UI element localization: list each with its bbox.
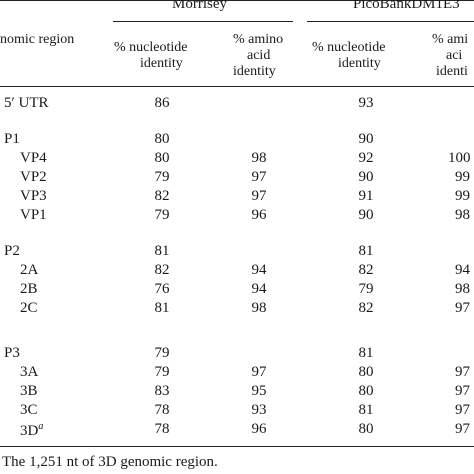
picobank-nt-cell: 90 [358,131,374,147]
picobank-nt-cell: 93 [358,95,374,111]
region-cell: 3B [20,383,38,399]
morrisey-aa-header-line3: identity [233,64,276,79]
picobank-aa-cell: 100 [448,150,471,166]
region-cell: 3C [20,402,38,418]
morrisey-aa-cell: 94 [251,262,267,278]
group-rule-morrisey [113,21,293,22]
region-cell: VP3 [20,188,47,204]
table-footnote: The 1,251 nt of 3D genomic region. [2,454,218,470]
picobank-nt-header-line2: identity [338,56,381,71]
region-cell: 2C [20,300,38,316]
picobank-nt-cell: 82 [358,262,374,278]
top-rule [0,0,474,1]
picobank-aa-cell: 98 [455,281,470,297]
region-cell: VP4 [20,150,47,166]
picobank-aa-cell: 97 [455,421,470,437]
group-header-morrisey: Morrisey [172,0,227,12]
picobank-nt-cell: 79 [358,281,374,297]
morrisey-aa-cell: 97 [251,188,267,204]
morrisey-nt-cell: 80 [154,150,170,166]
picobank-aa-cell: 97 [455,402,470,418]
picobank-nt-header-line1: % nucleotide [312,40,386,55]
morrisey-aa-cell: 98 [251,150,267,166]
picobank-nt-cell: 91 [358,188,374,204]
picobank-aa-cell: 98 [455,207,470,223]
morrisey-nt-cell: 81 [154,300,170,316]
picobank-nt-cell: 92 [358,150,374,166]
morrisey-aa-header-line1: % amino [233,32,284,47]
region-column-header: nomic region [0,32,75,47]
morrisey-aa-cell: 96 [251,421,267,437]
morrisey-aa-header-line2: acid [247,48,271,63]
picobank-aa-header-line1: % ami [432,32,469,47]
picobank-nt-cell: 80 [358,421,374,437]
morrisey-nt-cell: 82 [154,188,170,204]
region-cell: P2 [4,243,20,259]
region-cell: VP2 [20,169,47,185]
group-header-picobank: PicoBankDM1E3 [353,0,460,12]
picobank-aa-cell: 99 [455,169,470,185]
region-cell: 3A [20,364,39,380]
morrisey-nt-cell: 79 [154,345,170,361]
morrisey-aa-cell: 97 [251,169,267,185]
picobank-nt-cell: 80 [358,383,374,399]
morrisey-nt-cell: 82 [154,262,170,278]
morrisey-nt-cell: 79 [154,207,170,223]
picobank-aa-header-line2: aci [446,48,463,63]
picobank-aa-header-line3: identi [436,64,468,79]
morrisey-nt-cell: 83 [154,383,170,399]
region-cell: 2B [20,281,38,297]
region-cell: P3 [4,345,20,361]
picobank-nt-cell: 80 [358,364,374,380]
morrisey-nt-cell: 81 [154,243,170,259]
group-rule-picobank [307,21,474,22]
morrisey-aa-cell: 95 [251,383,267,399]
picobank-nt-cell: 81 [358,243,374,259]
region-cell-text: 3D [20,423,39,439]
morrisey-aa-cell: 94 [251,281,267,297]
morrisey-aa-cell: 93 [251,402,267,418]
region-cell: VP1 [20,207,47,223]
morrisey-nt-header-line1: % nucleotide [114,40,188,55]
morrisey-nt-cell: 79 [154,169,170,185]
morrisey-nt-cell: 78 [154,421,170,437]
picobank-aa-cell: 94 [455,262,470,278]
morrisey-nt-cell: 80 [154,131,170,147]
picobank-nt-cell: 82 [358,300,374,316]
region-cell: 5′ UTR [4,95,49,111]
picobank-nt-cell: 81 [358,402,374,418]
header-rule [0,86,474,87]
bottom-rule [0,446,474,447]
morrisey-aa-cell: 97 [251,364,267,380]
picobank-nt-cell: 90 [358,169,374,185]
morrisey-nt-cell: 79 [154,364,170,380]
morrisey-nt-header-line2: identity [140,56,183,71]
region-cell: 3Da [20,421,43,440]
footnote-marker: a [38,421,44,432]
region-cell: 2A [20,262,39,278]
picobank-nt-cell: 90 [358,207,374,223]
region-cell: P1 [4,131,20,147]
picobank-aa-cell: 97 [455,300,470,316]
morrisey-nt-cell: 86 [154,95,170,111]
picobank-nt-cell: 81 [358,345,374,361]
morrisey-aa-cell: 98 [251,300,267,316]
picobank-aa-cell: 97 [455,364,470,380]
morrisey-nt-cell: 76 [154,281,170,297]
morrisey-aa-cell: 96 [251,207,267,223]
picobank-aa-cell: 99 [455,188,470,204]
morrisey-nt-cell: 78 [154,402,170,418]
picobank-aa-cell: 97 [455,383,470,399]
